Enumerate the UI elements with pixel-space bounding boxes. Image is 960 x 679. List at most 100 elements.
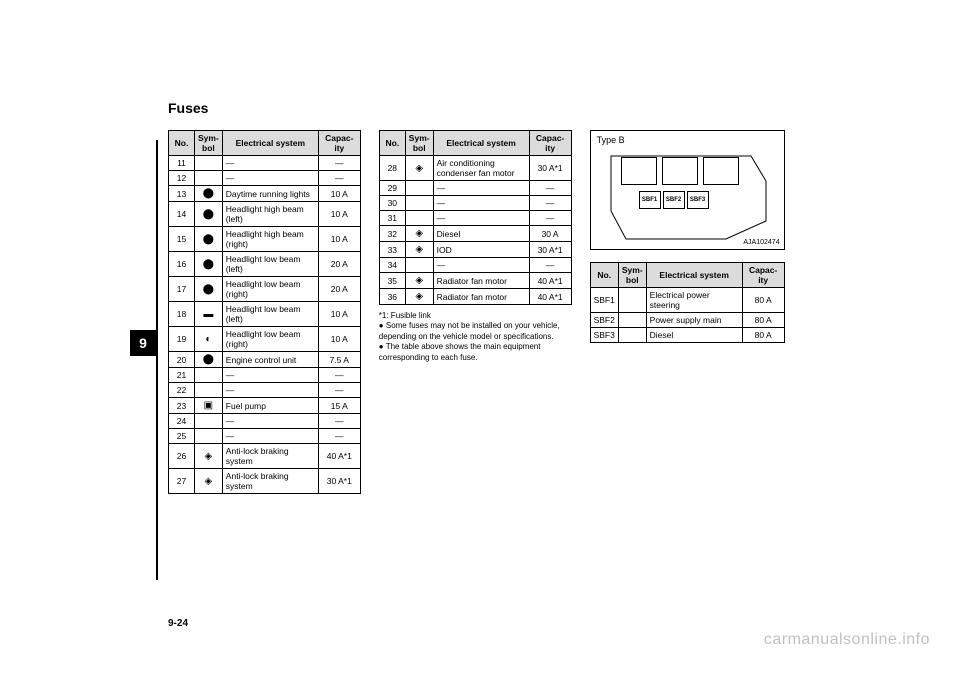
cell-capacity: 40 A*1 (318, 444, 360, 469)
table-row: 25—— (169, 429, 361, 444)
table-row: 14⬤Headlight high beam (left)10 A (169, 202, 361, 227)
table-row: 26◈Anti-lock braking system40 A*1 (169, 444, 361, 469)
cell-capacity: — (318, 414, 360, 429)
cell-no: 17 (169, 277, 195, 302)
th-system: Electrical system (222, 131, 318, 156)
cell-symbol-icon (405, 211, 433, 226)
cell-system: Radiator fan motor (433, 289, 529, 305)
content-columns: No. Sym- bol Electrical system Capac- it… (168, 130, 785, 494)
cell-capacity: — (318, 171, 360, 186)
cell-symbol-icon (405, 258, 433, 273)
cell-capacity: — (529, 196, 571, 211)
page-number: 9-24 (168, 618, 188, 629)
th-symbol: Sym- bol (405, 131, 433, 156)
table-row: 20⬤Engine control unit7.5 A (169, 352, 361, 368)
cell-system: Anti-lock braking system (222, 444, 318, 469)
table-row: SBF1Electrical power steering80 A (590, 288, 784, 313)
cell-no: 26 (169, 444, 195, 469)
table-row: 24—— (169, 414, 361, 429)
table-row: 33◈IOD30 A*1 (379, 242, 571, 258)
watermark: carmanualsonline.info (764, 631, 930, 649)
table-row: SBF3Diesel80 A (590, 328, 784, 343)
table-row: 21—— (169, 368, 361, 383)
table-row: 28◈Air conditioning condenser fan motor3… (379, 156, 571, 181)
cell-no: 35 (379, 273, 405, 289)
big-fuse (662, 157, 698, 185)
cell-capacity: 10 A (318, 227, 360, 252)
cell-system: — (222, 368, 318, 383)
cell-no: 21 (169, 368, 195, 383)
cell-capacity: 7.5 A (318, 352, 360, 368)
cell-symbol-icon: ◈ (195, 469, 223, 494)
cell-system: IOD (433, 242, 529, 258)
cell-no: 33 (379, 242, 405, 258)
table-row: 23▣Fuel pump15 A (169, 398, 361, 414)
cell-system: Anti-lock braking system (222, 469, 318, 494)
diagram-type-label: Type B (597, 135, 625, 145)
big-fuse (621, 157, 657, 185)
table-row: 12 —— (169, 171, 361, 186)
cell-capacity: 10 A (318, 202, 360, 227)
cell-no: 31 (379, 211, 405, 226)
cell-no: SBF3 (590, 328, 618, 343)
column-2: No. Sym- bol Electrical system Capac- it… (379, 130, 572, 494)
cell-system: Air conditioning condenser fan motor (433, 156, 529, 181)
table-row: 29—— (379, 181, 571, 196)
cell-capacity: 30 A*1 (529, 242, 571, 258)
table-notes: *1: Fusible link ● Some fuses may not be… (379, 311, 569, 363)
th-capacity: Capac- ity (742, 263, 784, 288)
cell-symbol-icon: ◈ (405, 242, 433, 258)
cell-symbol-icon: ⬤ (195, 202, 223, 227)
cell-system: Electrical power steering (646, 288, 742, 313)
cell-system: Daytime running lights (222, 186, 318, 202)
table-row: 11—— (169, 156, 361, 171)
cell-symbol-icon (405, 196, 433, 211)
cell-symbol-icon (195, 414, 223, 429)
cell-symbol-icon (618, 328, 646, 343)
fuse-table-2: No. Sym- bol Electrical system Capac- it… (379, 130, 572, 305)
sbf-box: SBF2 (663, 191, 685, 209)
cell-no: 15 (169, 227, 195, 252)
cell-no: 36 (379, 289, 405, 305)
cell-system: — (222, 156, 318, 171)
cell-no: 32 (379, 226, 405, 242)
cell-capacity: 10 A (318, 327, 360, 352)
cell-capacity: — (318, 156, 360, 171)
big-fuse-row (621, 157, 739, 185)
table-row: 27◈Anti-lock braking system30 A*1 (169, 469, 361, 494)
cell-no: 28 (379, 156, 405, 181)
table-row: 30—— (379, 196, 571, 211)
cell-system: Headlight low beam (left) (222, 252, 318, 277)
sidebar-rail (156, 140, 158, 580)
cell-symbol-icon: ◈ (405, 289, 433, 305)
cell-capacity: — (529, 211, 571, 226)
section-title: Fuses (168, 100, 208, 116)
cell-symbol-icon: ⬤ (195, 252, 223, 277)
cell-system: — (222, 383, 318, 398)
cell-system: — (222, 171, 318, 186)
th-capacity: Capac- ity (529, 131, 571, 156)
cell-symbol-icon (618, 288, 646, 313)
page: 9 Fuses No. Sym- bol Electrical system C… (0, 0, 960, 679)
th-system: Electrical system (433, 131, 529, 156)
cell-capacity: 80 A (742, 328, 784, 343)
cell-symbol-icon: ◐ (195, 327, 223, 352)
cell-system: Headlight low beam (left) (222, 302, 318, 327)
cell-capacity: 10 A (318, 302, 360, 327)
cell-capacity: 80 A (742, 313, 784, 328)
cell-system: Fuel pump (222, 398, 318, 414)
th-capacity: Capac- ity (318, 131, 360, 156)
cell-system: — (222, 429, 318, 444)
fuse-table-3: No. Sym- bol Electrical system Capac- it… (590, 262, 785, 343)
cell-capacity: 80 A (742, 288, 784, 313)
cell-symbol-icon: ▣ (195, 398, 223, 414)
table-row: 31—— (379, 211, 571, 226)
note-line: ● The table above shows the main equipme… (379, 342, 569, 363)
column-1: No. Sym- bol Electrical system Capac- it… (168, 130, 361, 494)
cell-capacity: 20 A (318, 277, 360, 302)
th-no: No. (590, 263, 618, 288)
cell-no: 23 (169, 398, 195, 414)
cell-capacity: — (529, 181, 571, 196)
cell-no: 12 (169, 171, 195, 186)
table-row: SBF2Power supply main80 A (590, 313, 784, 328)
